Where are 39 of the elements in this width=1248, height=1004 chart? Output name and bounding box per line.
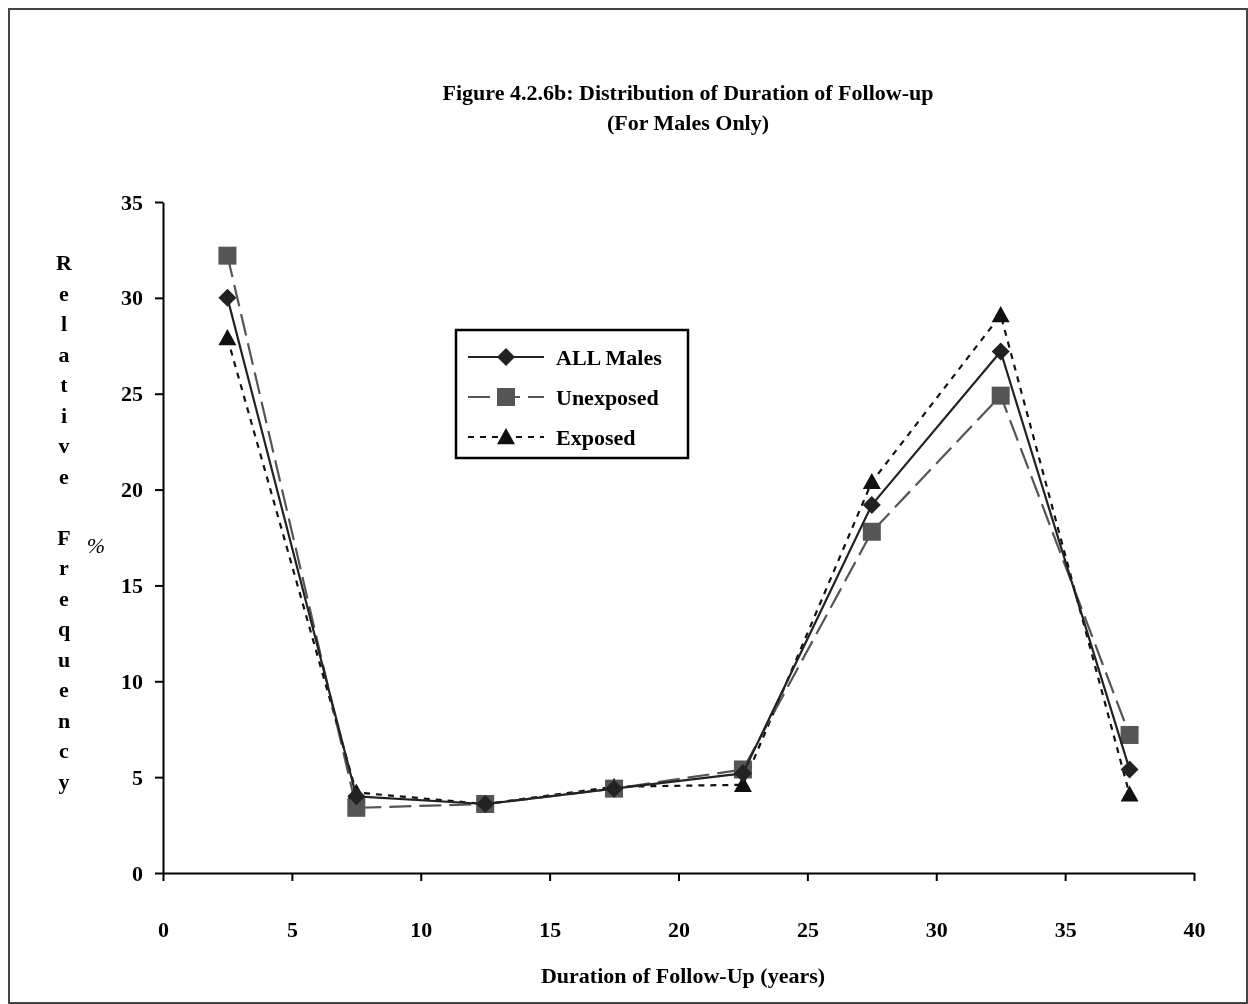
text: Relative Frequency bbox=[56, 250, 72, 794]
x-tick-label: 0 bbox=[158, 916, 169, 942]
point bbox=[991, 306, 1010, 323]
y-tick-label: 25 bbox=[121, 381, 143, 407]
point bbox=[218, 288, 237, 307]
point bbox=[862, 522, 881, 541]
y-tick-label: 15 bbox=[121, 572, 143, 598]
y-tick-label: 5 bbox=[132, 764, 143, 790]
point bbox=[733, 764, 752, 783]
y-tick-label: 20 bbox=[121, 477, 143, 503]
x-tick-label: 35 bbox=[1054, 916, 1077, 942]
point bbox=[991, 342, 1010, 361]
legend-label: Unexposed bbox=[556, 385, 659, 410]
point bbox=[1120, 725, 1139, 744]
x-tick-label: 20 bbox=[668, 916, 690, 942]
x-tick-label: 15 bbox=[539, 916, 562, 942]
text: % bbox=[86, 533, 106, 558]
legend-label: Exposed bbox=[556, 425, 636, 450]
chart-title: Figure 4.2.6b: Distribution of Duration of Follow-up bbox=[442, 80, 934, 105]
x-tick-label: 40 bbox=[1183, 916, 1206, 942]
point bbox=[991, 386, 1010, 405]
x-axis-title: Duration of Follow-Up (years) bbox=[540, 963, 826, 988]
point bbox=[1120, 785, 1139, 802]
x-tick-label: 30 bbox=[925, 916, 948, 942]
point bbox=[1120, 760, 1139, 779]
chart-subtitle: (For Males Only) bbox=[606, 110, 770, 135]
legend-label: ALL Males bbox=[556, 345, 663, 370]
point bbox=[347, 787, 366, 806]
point bbox=[218, 246, 237, 265]
x-tick-label: 25 bbox=[796, 916, 819, 942]
point bbox=[218, 329, 237, 346]
y-tick-label: 0 bbox=[132, 860, 143, 886]
y-tick-label: 30 bbox=[121, 285, 143, 311]
y-tick-label: 10 bbox=[121, 668, 143, 694]
x-tick-label: 10 bbox=[410, 916, 433, 942]
point bbox=[862, 495, 881, 514]
point bbox=[862, 472, 881, 490]
x-tick-label: 5 bbox=[286, 916, 298, 942]
y-tick-label: 35 bbox=[121, 189, 143, 215]
